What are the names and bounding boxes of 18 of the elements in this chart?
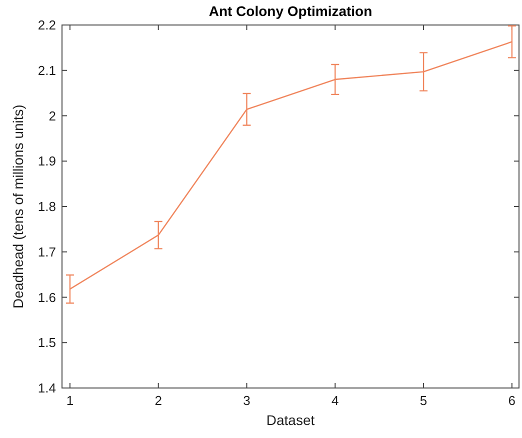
y-tick-label: 1.8	[38, 199, 56, 214]
x-tick-label: 6	[508, 393, 516, 408]
x-axis-title: Dataset	[266, 412, 315, 428]
x-tick-label: 3	[243, 393, 250, 408]
x-tick-label: 4	[332, 393, 339, 408]
x-tick-label: 2	[154, 393, 162, 408]
y-tick-label: 1.5	[38, 335, 56, 350]
y-tick-label: 2.2	[38, 18, 56, 32]
x-tick-label: 1	[66, 393, 74, 408]
y-tick-label: 2.1	[38, 62, 56, 78]
chart-title: Ant Colony Optimization	[208, 3, 372, 19]
y-tick-label: 1.4	[38, 380, 56, 396]
y-tick-label: 2	[48, 108, 56, 124]
x-tick-label: 5	[420, 393, 428, 408]
y-axis-title: Deadhead (tens of millions units)	[10, 104, 26, 308]
y-tick-label: 1.7	[38, 244, 56, 260]
y-tick-label: 1.9	[38, 154, 56, 169]
y-tick-label: 1.6	[38, 290, 56, 305]
